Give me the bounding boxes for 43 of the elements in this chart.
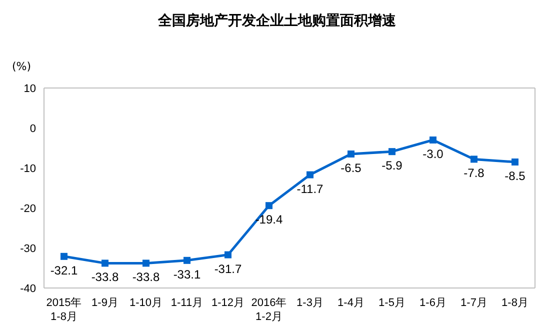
x-tick-label: 1-11月 — [170, 297, 204, 309]
data-label: -32.1 — [50, 263, 78, 278]
point — [60, 252, 68, 260]
data-label: -33.8 — [91, 270, 119, 284]
x-tick-label: 1-7月 — [460, 297, 488, 309]
x-tick-label: 1-3月 — [296, 297, 324, 309]
data-label: -31.7 — [214, 262, 242, 276]
point — [348, 150, 354, 158]
x-tick-label: 2015年 1-8月 — [46, 297, 82, 323]
y-tick-label: 0 — [30, 122, 36, 135]
data-label: -8.5 — [504, 169, 526, 183]
data-label: -7.8 — [464, 166, 485, 180]
x-tick-label: 1-10月 — [129, 297, 163, 309]
data-label: -6.5 — [340, 161, 362, 175]
y-tick-label: -10 — [20, 162, 36, 175]
point — [142, 260, 150, 267]
point — [470, 156, 478, 163]
x-tick-label: 1-5月 — [378, 297, 406, 309]
chart-title: 全国房地产开发企业土地购置面积增速 — [157, 12, 397, 30]
point — [184, 256, 190, 264]
x-tick-label: 1-9月 — [92, 297, 118, 309]
y-tick-label: -40 — [20, 282, 36, 295]
point — [266, 202, 272, 210]
x-tick-label: 1-12月 — [211, 297, 245, 309]
point — [102, 260, 108, 267]
data-label: -5.9 — [382, 158, 403, 173]
y-tick-label: -30 — [20, 242, 36, 255]
point — [306, 171, 314, 178]
data-label: -3.0 — [422, 147, 444, 161]
data-label: -33.1 — [173, 267, 201, 282]
x-tick-label: 1-6月 — [420, 297, 446, 309]
data-label: -33.8 — [132, 270, 160, 284]
y-tick-label: 10 — [24, 82, 36, 95]
point — [224, 251, 232, 258]
x-tick-label: 1-8月 — [502, 297, 528, 309]
point — [430, 136, 436, 144]
point — [512, 158, 518, 166]
y-tick-label: -20 — [20, 202, 36, 215]
x-tick-label: 1-4月 — [338, 297, 364, 309]
point — [388, 148, 396, 156]
data-label: -11.7 — [296, 182, 324, 196]
x-tick-label: 2016年 1-2月 — [251, 297, 287, 323]
y-axis-title: (%) — [12, 60, 32, 73]
